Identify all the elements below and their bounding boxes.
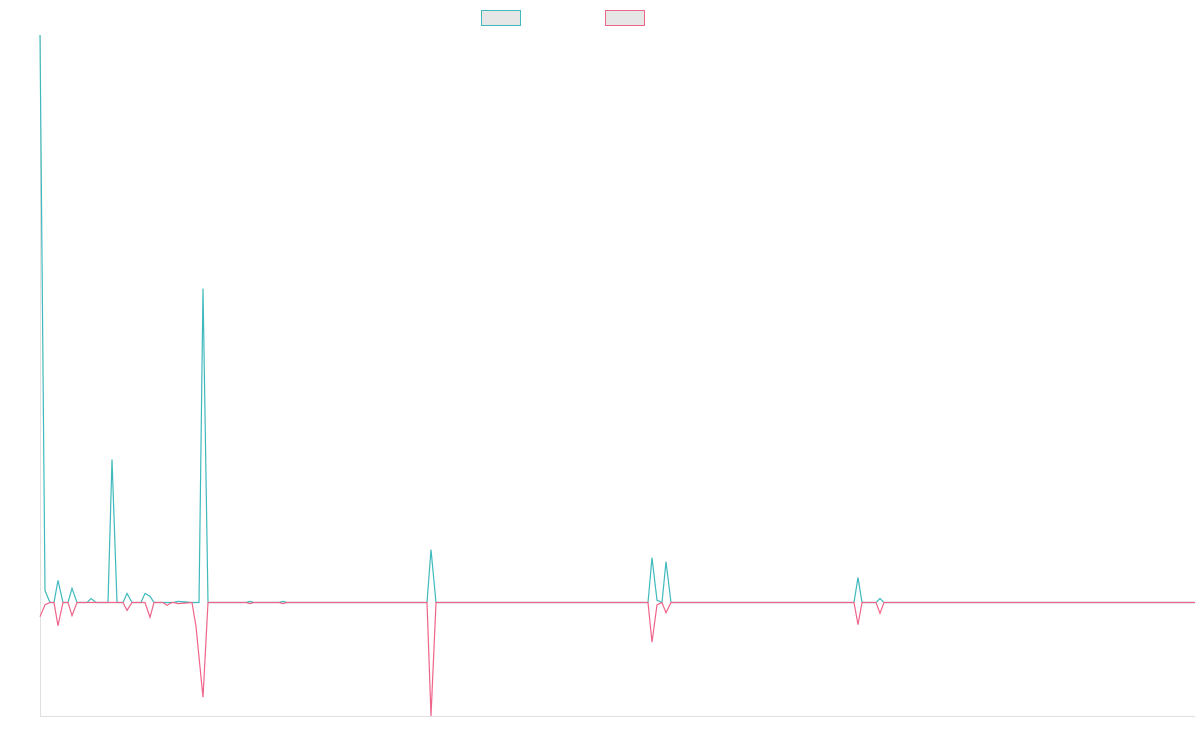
line	[39, 601, 1195, 717]
legend-swatch	[605, 10, 645, 26]
line	[39, 34, 1195, 604]
legend-swatch	[481, 10, 521, 26]
